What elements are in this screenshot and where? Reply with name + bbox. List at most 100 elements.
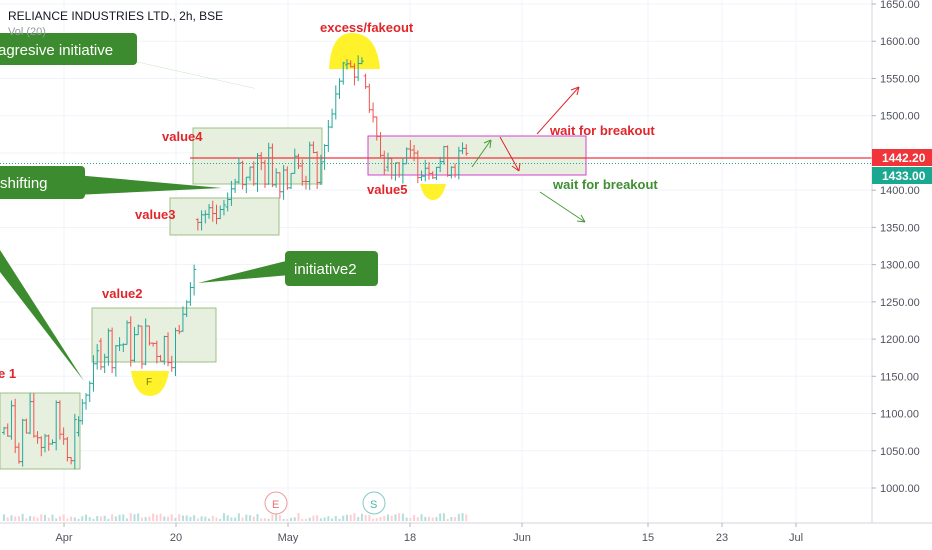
callout-initiative2-arrow xyxy=(198,260,290,283)
label-breakout-up: wait for breakout xyxy=(549,123,655,138)
volume-label: Vol (20) xyxy=(8,26,46,38)
volume-bar xyxy=(17,516,20,521)
volume-bar xyxy=(66,518,69,521)
volume-bar xyxy=(185,515,188,521)
volume-bar xyxy=(118,514,121,521)
value-area-3 xyxy=(169,197,280,236)
y-tick-label: 1000.00 xyxy=(880,483,920,495)
volume-bar xyxy=(357,517,360,521)
x-tick-label: Apr xyxy=(55,532,72,544)
price-axis[interactable]: 1000.00 1050.00 1100.00 1150.00 1200.00 1250.… xyxy=(871,0,932,523)
volume-bar xyxy=(122,514,125,521)
volume-bar xyxy=(383,515,386,521)
event-markers[interactable]: E S xyxy=(264,491,386,515)
volume-bar xyxy=(457,514,460,521)
callout-shifting-box xyxy=(0,166,85,199)
volume-bar xyxy=(342,515,345,521)
volume-bar xyxy=(319,518,322,521)
volume-bar xyxy=(10,515,13,521)
price-tag-teal xyxy=(872,167,932,184)
green-arrow-up xyxy=(471,139,492,168)
volume-bar xyxy=(316,515,319,521)
y-tick-label: 1100.00 xyxy=(880,409,919,421)
callout-initiative2-text: initiative2 xyxy=(294,261,357,278)
volume-bar xyxy=(204,516,207,521)
price-tag-red xyxy=(872,149,932,166)
callout-value1-arrow xyxy=(0,250,84,381)
value-area-2 xyxy=(91,307,217,363)
volume-bar xyxy=(85,514,88,521)
volume-bar xyxy=(222,513,225,521)
volume-bar xyxy=(241,517,244,521)
label-excess: excess/fakeout xyxy=(320,20,414,35)
volume-bar xyxy=(152,513,155,521)
volume-bar xyxy=(349,514,352,521)
volume-bar xyxy=(465,514,468,521)
volume-bar xyxy=(174,517,177,521)
volume-bar xyxy=(275,513,278,521)
volume-bar xyxy=(282,518,285,521)
price-axis-bg xyxy=(872,0,932,523)
volume-bar xyxy=(163,516,166,521)
volume-bar xyxy=(271,514,274,521)
x-tick-label: 23 xyxy=(716,532,728,544)
volume-bar xyxy=(62,514,65,521)
volume-bar xyxy=(70,516,73,521)
volume-bar xyxy=(107,518,110,521)
callout-agresive-text: agresive initiative xyxy=(0,42,113,59)
volume-bar xyxy=(81,516,84,521)
volume-bar xyxy=(401,513,404,521)
price-lines xyxy=(0,157,872,164)
volume-bar xyxy=(394,514,397,521)
volume-bar xyxy=(137,513,140,521)
volume-bar xyxy=(55,518,58,521)
volume-bar xyxy=(368,514,371,521)
y-tick-label: 1200.00 xyxy=(880,334,920,346)
y-tick-label: 1550.00 xyxy=(880,73,920,85)
volume-bar xyxy=(208,518,211,521)
volume-bar xyxy=(88,517,91,521)
y-tick-label: 1500.00 xyxy=(880,111,920,123)
y-tick-labels: 1000.00 1050.00 1100.00 1150.00 1200.00 1250.… xyxy=(872,0,920,495)
annotation-labels: excess/fakeout e 1 value2 value3 value4 … xyxy=(0,20,658,388)
volume-bar xyxy=(226,515,229,521)
volume-bar xyxy=(334,516,337,521)
volume-bar xyxy=(431,517,434,521)
x-tick-label: Jun xyxy=(513,532,531,544)
volume-bar xyxy=(96,516,99,521)
y-tick-label: 1300.00 xyxy=(880,260,920,272)
volume-bar xyxy=(200,516,203,521)
y-tick-label: 1350.00 xyxy=(880,222,920,234)
volume-bar xyxy=(77,518,80,521)
red-arrow-down-head xyxy=(511,162,521,172)
volume-bar xyxy=(29,516,32,521)
earnings-marker-circle[interactable] xyxy=(264,491,288,515)
volume-bar xyxy=(446,518,449,521)
volume-bar xyxy=(111,514,114,521)
y-tick-label: 1600.00 xyxy=(880,36,920,48)
volume-bar xyxy=(256,513,259,521)
volume-bar xyxy=(390,515,393,521)
volume-bar xyxy=(126,518,129,521)
volume-bar xyxy=(219,518,222,521)
volume-bar xyxy=(99,516,102,521)
volume-bar xyxy=(40,514,43,521)
volume-bar xyxy=(461,513,464,521)
volume-bar xyxy=(386,514,389,521)
red-arrow-down xyxy=(499,136,520,172)
volume-bar xyxy=(170,514,173,521)
split-marker-circle[interactable] xyxy=(362,491,386,515)
volume-bar xyxy=(293,517,296,521)
volume-bar xyxy=(439,513,442,521)
time-axis[interactable]: Apr 20 May 18 Jun 15 23 Jul xyxy=(0,522,932,544)
volume-bar xyxy=(167,516,170,521)
volume-bar xyxy=(260,518,263,521)
volume-bar xyxy=(181,515,184,521)
volume-bar xyxy=(140,517,143,521)
volume-bar xyxy=(372,518,375,521)
breakout-arrows xyxy=(471,86,586,223)
earnings-marker-label: E xyxy=(272,499,279,511)
price-tag-red-text: 1442.20 xyxy=(882,151,926,165)
callout-shifting-arrow xyxy=(75,175,222,195)
